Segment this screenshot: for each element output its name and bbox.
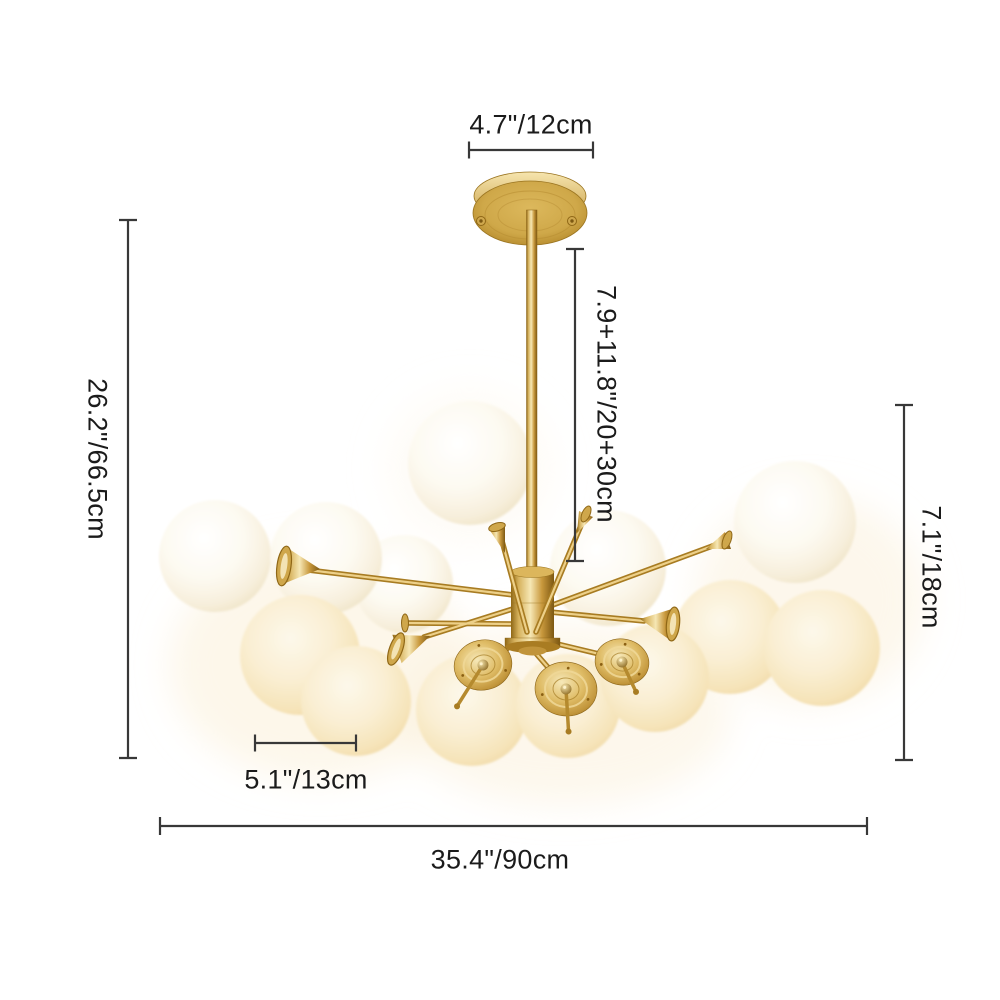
globe-height-label: 7.1"/18cm bbox=[916, 505, 947, 629]
canopy-screw bbox=[567, 216, 577, 226]
canopy-screw bbox=[476, 216, 486, 226]
socket-horn bbox=[640, 606, 681, 642]
glass-globe bbox=[270, 502, 382, 614]
rod-drop-label: 7.9+11.8"/20+30cm bbox=[591, 285, 622, 523]
glass-globe bbox=[159, 500, 271, 612]
dim-line-total-height bbox=[119, 218, 137, 760]
socket-cup bbox=[706, 530, 733, 550]
dim-line-globe-height bbox=[895, 403, 913, 762]
dim-line-rod-drop bbox=[566, 247, 584, 563]
glass-globe bbox=[734, 461, 856, 583]
canopy-width-label: 4.7"/12cm bbox=[469, 109, 593, 140]
socket-cup bbox=[488, 521, 506, 553]
socket-cup bbox=[401, 613, 409, 633]
socket-cup bbox=[577, 505, 593, 533]
glass-globe bbox=[408, 401, 532, 525]
hanging-rod bbox=[526, 209, 538, 575]
socket-horn bbox=[275, 545, 320, 587]
dim-line-globe-diameter bbox=[253, 734, 358, 752]
dim-line-total-width bbox=[158, 817, 869, 835]
bottom-socket-plate bbox=[534, 661, 598, 735]
dimension-lines bbox=[119, 141, 913, 835]
glass-globe bbox=[764, 590, 880, 706]
dim-line-canopy-width bbox=[467, 141, 595, 159]
globe-diameter-label: 5.1"/13cm bbox=[244, 764, 368, 795]
bottom-socket-plate bbox=[594, 638, 650, 695]
glass-globe bbox=[301, 646, 411, 756]
socket-horn bbox=[386, 632, 430, 666]
total-height-label: 26.2"/66.5cm bbox=[82, 378, 113, 540]
bottom-socket-plate bbox=[453, 639, 513, 710]
total-width-label: 35.4"/90cm bbox=[430, 844, 570, 875]
